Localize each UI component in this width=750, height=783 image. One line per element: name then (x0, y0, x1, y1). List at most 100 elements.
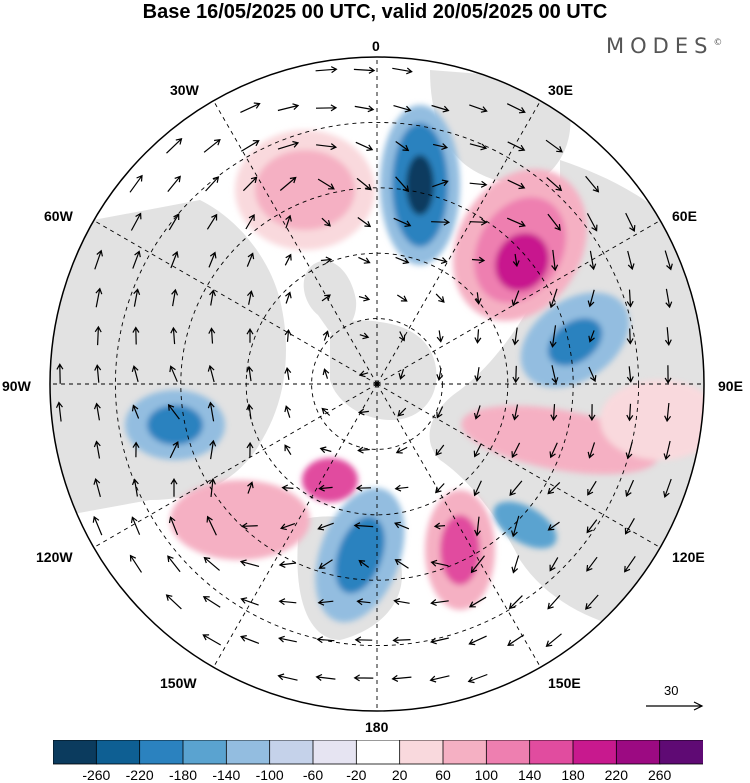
wind-vector-arrow (663, 440, 671, 461)
wind-vector-arrow (512, 365, 520, 384)
wind-vector-arrow (626, 289, 634, 308)
wind-vector-arrow (285, 291, 292, 304)
wind-vector-arrow (95, 287, 103, 308)
wind-vector-arrow (430, 559, 449, 567)
wind-vector-arrow (241, 522, 258, 530)
wind-vector-arrow (398, 369, 406, 380)
wind-vector-arrow (94, 325, 102, 346)
wind-vector-arrow (435, 444, 445, 456)
wind-vector-arrow (430, 637, 449, 645)
lon-label-120e: 120E (672, 549, 705, 565)
wind-vector-arrow (506, 103, 526, 114)
wind-vector-arrow (277, 673, 298, 681)
wind-vector-arrow (473, 405, 481, 420)
wind-vector-arrow (169, 365, 178, 382)
wind-vector-arrow (93, 440, 101, 459)
wind-vector-arrow (394, 559, 409, 569)
wind-vector-arrow (131, 478, 139, 497)
wind-vector-arrow (624, 518, 635, 535)
wind-vector-arrow (394, 521, 410, 530)
colorbar-swatch (659, 740, 703, 765)
wind-vector-arrow (587, 480, 597, 496)
wind-vector-arrow (469, 180, 488, 188)
wind-vector-arrow (353, 522, 374, 530)
wind-vector-arrow (240, 102, 261, 113)
lon-label-120w: 120W (36, 549, 73, 565)
wind-vector-arrow (355, 141, 374, 151)
wind-vector-arrow (246, 252, 255, 267)
colorbar-tick-label: 60 (435, 767, 451, 783)
wind-vector-arrow (356, 177, 372, 191)
wind-vector-arrow (56, 363, 64, 384)
wind-vector-arrow (474, 367, 482, 382)
wind-vector-arrow (317, 178, 335, 190)
wind-vector-arrow (93, 402, 101, 421)
wind-vector-arrow (507, 141, 526, 152)
wind-vector-arrow (284, 366, 292, 380)
wind-vector-arrow (209, 289, 216, 306)
wind-vector-arrow (169, 441, 179, 459)
wind-vector-arrow (318, 559, 333, 569)
wind-vector-arrow (167, 403, 180, 420)
wind-vector-arrow (585, 594, 599, 610)
colorbar-tick-label: 260 (647, 767, 672, 783)
pos-anomaly-north-pacific-core (302, 458, 358, 502)
wind-vector-arrow (92, 515, 103, 536)
lon-label-60w: 60W (44, 208, 73, 224)
wind-vector-arrow (318, 484, 333, 492)
colorbar-tick-label: -220 (125, 767, 154, 783)
wind-vector-arrow (315, 673, 336, 681)
wind-vector-arrow (392, 636, 411, 644)
wind-vector-arrow (206, 515, 217, 536)
wind-vector-arrow (589, 250, 597, 271)
wind-vector-arrow (625, 441, 633, 460)
wind-vector-arrow (549, 557, 559, 572)
wind-vector-arrow (551, 365, 559, 384)
wind-vector-arrow (358, 256, 371, 264)
wind-vector-arrow (549, 442, 558, 459)
wind-vector-arrow (246, 441, 254, 458)
wind-vector-arrow (208, 327, 216, 344)
colorbar-swatch (225, 740, 271, 765)
wind-vector-arrow (354, 636, 373, 644)
wind-vector-arrow (207, 401, 215, 422)
wind-vector-arrow (550, 404, 558, 422)
wind-vector-arrow (626, 328, 634, 345)
meridian-line (376, 100, 541, 385)
neg-anomaly-kamchatka (493, 501, 557, 549)
wind-vector-arrow (551, 249, 559, 272)
wind-vector-arrow (284, 253, 292, 266)
wind-vector-arrow (167, 175, 181, 192)
colorbar-swatch (442, 740, 488, 765)
colorbar-tick-label: 20 (391, 767, 408, 783)
wind-vector-arrow (431, 104, 450, 113)
wind-vector-arrow (469, 143, 488, 151)
wind-vector-arrow (132, 441, 140, 458)
wind-vector-arrow (132, 326, 140, 345)
wind-vector-arrow (202, 634, 221, 646)
wind-vector-arrow (317, 598, 334, 606)
colorbar-tick-label: 140 (517, 767, 542, 783)
wind-vector-arrow (397, 407, 407, 417)
wind-vector-arrow (435, 483, 445, 494)
wind-vector-arrow (133, 288, 141, 307)
wind-vector-arrow (129, 174, 143, 193)
colorbar-swatch (572, 740, 618, 765)
wind-vector-arrow (202, 596, 221, 608)
arctic-sea-ice (330, 320, 437, 420)
wind-vector-arrow (131, 365, 139, 382)
map-border (49, 56, 705, 712)
north-pole-dot (374, 381, 380, 387)
wind-vector-arrow (395, 446, 408, 454)
wind-vector-arrow (588, 404, 596, 422)
wind-vector-arrow (240, 597, 259, 606)
wind-vector-arrow (94, 249, 103, 270)
wind-vector-arrow (358, 294, 371, 302)
wind-vector-arrow (246, 403, 254, 420)
wind-vector-arrow (395, 256, 410, 265)
colorbar-swatch (53, 740, 98, 765)
meridian-line (376, 383, 541, 668)
wind-vector-arrow (624, 555, 636, 573)
wind-vector-arrow (246, 328, 254, 343)
